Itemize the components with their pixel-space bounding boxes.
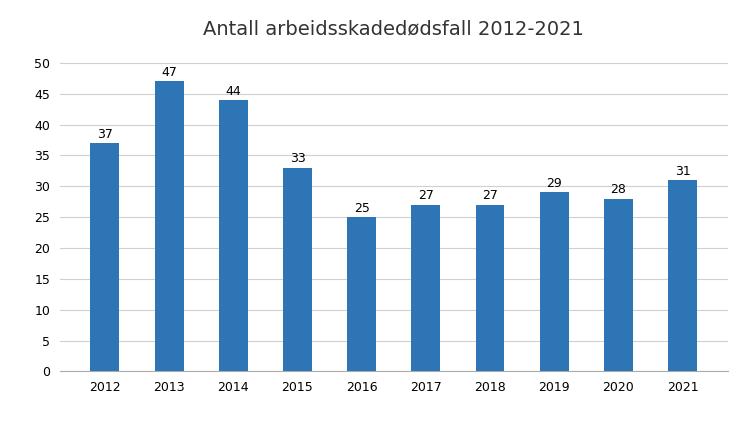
Bar <box>154 81 184 371</box>
Text: 29: 29 <box>546 177 562 190</box>
Bar <box>412 205 440 371</box>
Text: 25: 25 <box>354 202 370 215</box>
Text: 31: 31 <box>675 165 691 178</box>
Bar <box>219 100 248 371</box>
Bar <box>347 217 376 371</box>
Text: 27: 27 <box>418 189 434 203</box>
Text: 47: 47 <box>161 66 177 79</box>
Text: 44: 44 <box>226 84 242 97</box>
Text: 27: 27 <box>482 189 498 203</box>
Bar <box>283 168 312 371</box>
Bar <box>540 192 568 371</box>
Text: 33: 33 <box>290 152 305 165</box>
Bar <box>668 180 697 371</box>
Text: 37: 37 <box>97 128 112 141</box>
Bar <box>476 205 505 371</box>
Title: Antall arbeidsskadedødsfall 2012-2021: Antall arbeidsskadedødsfall 2012-2021 <box>203 19 584 38</box>
Bar <box>604 199 633 371</box>
Text: 28: 28 <box>610 183 626 196</box>
Bar <box>91 143 119 371</box>
